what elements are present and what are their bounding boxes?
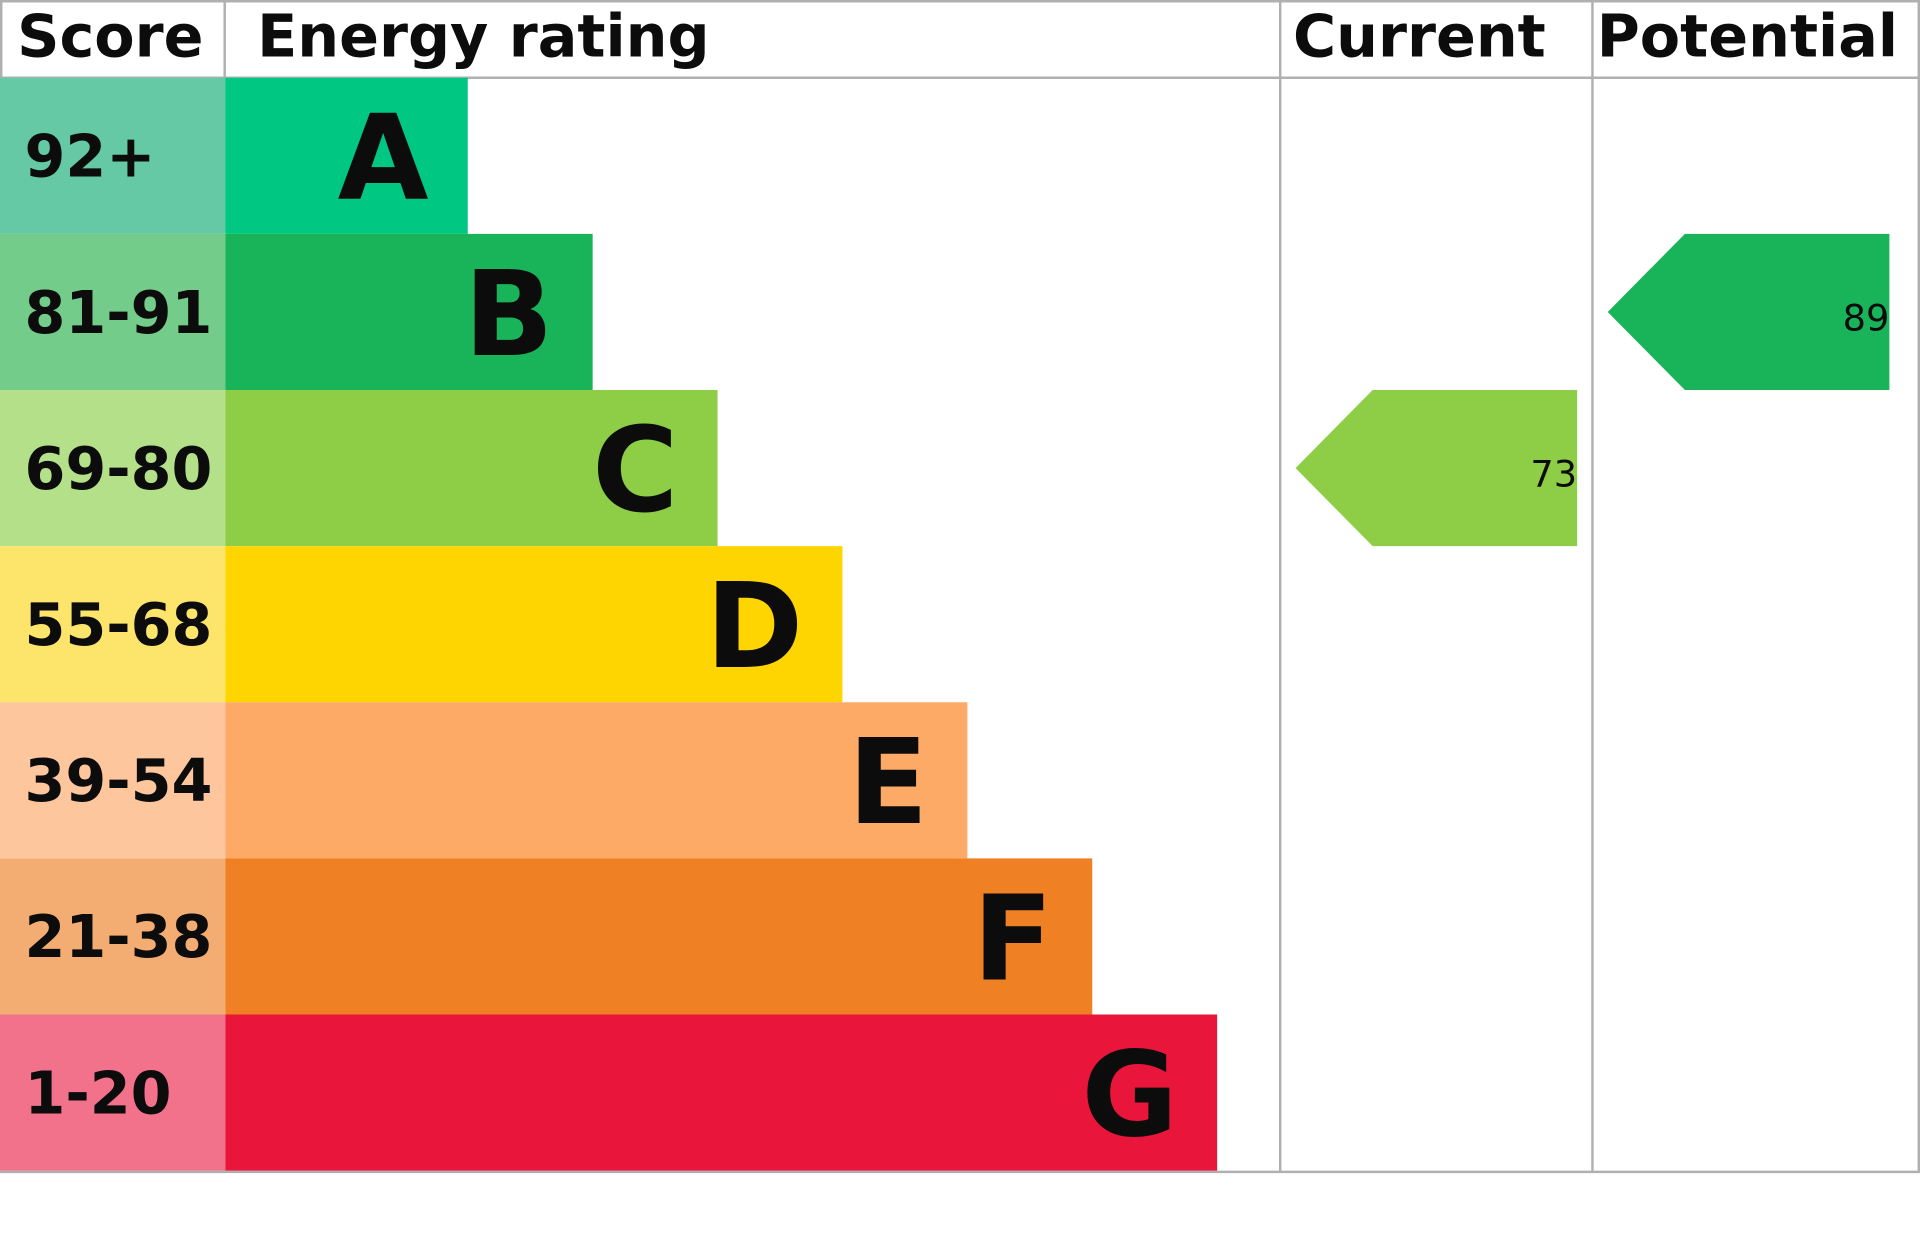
rating-bar [225, 233, 593, 391]
score-cell [0, 702, 226, 859]
current-value: 73 [1530, 452, 1577, 495]
header-potential: Potential [1597, 1, 1898, 70]
rating-bar [225, 77, 468, 234]
score-cell [0, 858, 226, 1015]
score-label: 1-20 [24, 1058, 171, 1127]
score-cell [0, 546, 226, 703]
rating-bar [225, 1014, 1218, 1171]
score-label: 21-38 [24, 902, 212, 971]
rating-bar [225, 702, 968, 859]
rating-letter: D [706, 558, 804, 695]
score-label: 39-54 [24, 746, 212, 815]
score-label: 69-80 [24, 434, 212, 503]
rating-letter: B [464, 246, 554, 383]
header-rating: Energy rating [257, 1, 709, 70]
header-score: Score [17, 1, 203, 70]
rating-letter: E [848, 714, 928, 851]
score-cell [0, 390, 226, 547]
rating-letter: G [1081, 1026, 1177, 1163]
rating-letter: C [592, 402, 678, 539]
potential-value: 89 [1843, 296, 1890, 339]
score-cell [0, 233, 226, 391]
score-cell [0, 1014, 226, 1171]
rating-letter: A [338, 90, 429, 227]
score-cell [0, 77, 226, 234]
rating-bar [225, 546, 843, 703]
rating-bar [225, 858, 1093, 1015]
header-current: Current [1293, 1, 1546, 70]
score-label: 81-91 [24, 278, 212, 347]
rating-letter: F [973, 870, 1053, 1007]
score-label: 55-68 [24, 590, 212, 659]
current-arrow [1295, 390, 1578, 547]
score-label: 92+ [24, 122, 155, 191]
potential-arrow [1607, 233, 1890, 391]
rating-bar [225, 390, 718, 547]
